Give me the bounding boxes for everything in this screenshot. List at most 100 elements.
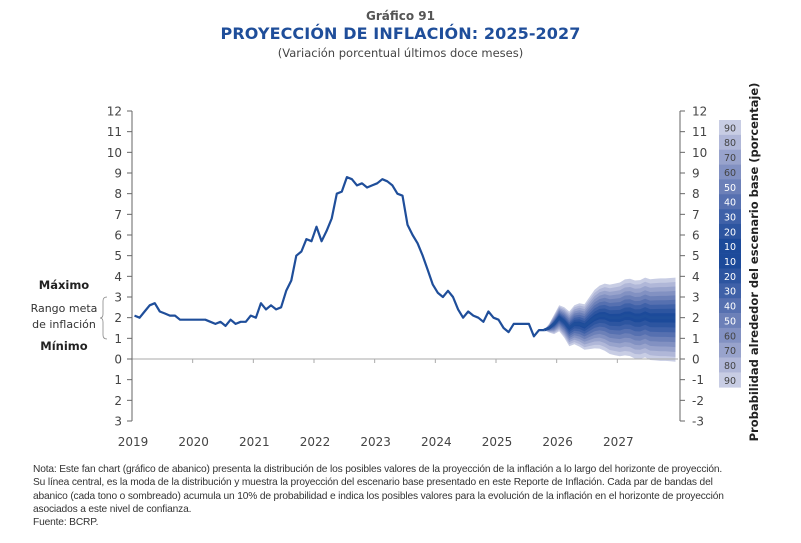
legend-swatch bbox=[719, 372, 741, 388]
footnote-line: asociados a este nivel de confianza. bbox=[33, 503, 192, 515]
series-line-observed bbox=[134, 176, 544, 338]
legend-label: 40 bbox=[724, 302, 736, 313]
range-label-line2: de inflación bbox=[32, 318, 96, 331]
right-y-tick-label: 8 bbox=[692, 187, 700, 201]
x-tick-label: 2027 bbox=[603, 435, 634, 449]
legend-label: 40 bbox=[724, 198, 736, 209]
x-axis-labels: 2019 2020 2021 2022 2023 2024 2025 2026 2027 bbox=[118, 435, 634, 449]
left-y-tick-label: 12 bbox=[107, 105, 122, 119]
right-y-tick-label: 11 bbox=[692, 125, 707, 139]
legend-label: 50 bbox=[724, 316, 736, 327]
left-y-tick-label: 9 bbox=[114, 167, 122, 181]
right-y-tick-label: 10 bbox=[692, 146, 707, 160]
footnote-line: abanico (cada tono o sombreado) acumula … bbox=[33, 490, 724, 502]
legend-label: 30 bbox=[724, 287, 736, 298]
footnote-line: Nota: Este fan chart (gráfico de abanico… bbox=[33, 464, 723, 475]
legend-label: 70 bbox=[724, 153, 736, 164]
right-y-tick-label: -2 bbox=[692, 394, 704, 408]
right-y-tick-label: 1 bbox=[692, 332, 700, 346]
right-y-tick-label: 6 bbox=[692, 229, 700, 243]
right-y-tick-label: 7 bbox=[692, 208, 700, 222]
legend-swatch bbox=[719, 209, 741, 225]
legend-label: 20 bbox=[724, 227, 736, 238]
right-axis-label: Probabilidad alrededor del escenario bas… bbox=[747, 83, 761, 442]
right-y-tick-label: 12 bbox=[692, 105, 707, 119]
right-y-tick-label: 3 bbox=[692, 291, 700, 305]
left-y-tick-label: 0 bbox=[114, 353, 122, 367]
legend-swatch bbox=[719, 149, 741, 165]
legend-swatch bbox=[719, 120, 741, 136]
legend-swatch bbox=[719, 342, 741, 358]
right-y-tick-label: 2 bbox=[692, 311, 700, 325]
left-y-tick-label: 4 bbox=[114, 270, 122, 284]
legend-swatch bbox=[719, 253, 741, 269]
footnote: Nota: Este fan chart (gráfico de abanico… bbox=[33, 463, 773, 529]
right-y-tick-label: 9 bbox=[692, 167, 700, 181]
x-tick-label: 2023 bbox=[360, 435, 391, 449]
series-line-projection bbox=[543, 314, 676, 332]
x-tick-label: 2019 bbox=[118, 435, 149, 449]
legend-swatch bbox=[719, 134, 741, 150]
legend-swatch bbox=[719, 223, 741, 240]
legend-label: 30 bbox=[724, 212, 736, 223]
range-label-line1: Rango meta bbox=[31, 302, 98, 315]
footnote-line: Su línea central, es la moda de la distr… bbox=[33, 477, 713, 489]
left-y-tick-label: 1 bbox=[114, 373, 122, 387]
min-label: Mínimo bbox=[40, 339, 87, 353]
legend-swatch bbox=[719, 313, 741, 329]
legend-swatch bbox=[719, 327, 741, 344]
right-y-tick-label: 4 bbox=[692, 270, 700, 284]
left-y-tick-label: 3 bbox=[114, 291, 122, 305]
chart-title: PROYECCIÓN DE INFLACIÓN: 2025-2027 bbox=[220, 24, 581, 43]
max-label: Máximo bbox=[39, 278, 90, 292]
left-y-tick-label: 6 bbox=[114, 229, 122, 243]
legend-swatch bbox=[719, 194, 741, 210]
left-y-tick-label: 5 bbox=[114, 249, 122, 263]
legend-label: 60 bbox=[724, 168, 736, 179]
fan-bands bbox=[544, 277, 676, 362]
left-y-tick-label: 7 bbox=[114, 208, 122, 222]
legend-label: 80 bbox=[724, 138, 736, 149]
x-tick-label: 2024 bbox=[421, 435, 452, 449]
footnote-source: Fuente: BCRP. bbox=[33, 517, 99, 529]
legend-label: 70 bbox=[724, 346, 736, 357]
target-range-annotation: Máximo Rango meta de inflación Mínimo bbox=[31, 278, 108, 353]
x-axis-ticks bbox=[192, 359, 618, 363]
left-y-tick-label: 1 bbox=[114, 332, 122, 346]
legend-label: 50 bbox=[724, 183, 736, 194]
legend-label: 10 bbox=[724, 257, 736, 268]
legend-label: 10 bbox=[724, 242, 736, 253]
legend-label: 80 bbox=[724, 361, 736, 372]
right-y-tick-label: 0 bbox=[692, 353, 700, 367]
legend-swatch bbox=[719, 298, 741, 314]
legend-label: 90 bbox=[724, 376, 736, 387]
x-tick-label: 2025 bbox=[482, 435, 513, 449]
left-y-tick-label: 2 bbox=[114, 311, 122, 325]
legend-label: 90 bbox=[724, 123, 736, 134]
legend-label: 60 bbox=[724, 331, 736, 342]
chart-subtitle: (Variación porcentual últimos doce meses… bbox=[277, 46, 524, 60]
right-y-tick-label: -3 bbox=[692, 415, 704, 429]
left-y-tick-label: 2 bbox=[114, 394, 122, 408]
legend-swatch bbox=[719, 268, 741, 284]
x-tick-label: 2020 bbox=[178, 435, 209, 449]
x-tick-label: 2026 bbox=[542, 435, 573, 449]
legend-swatch bbox=[719, 283, 741, 299]
right-y-tick-label: 5 bbox=[692, 249, 700, 263]
range-brace bbox=[99, 296, 108, 340]
x-tick-label: 2022 bbox=[300, 435, 331, 449]
right-y-tick-label: -1 bbox=[692, 373, 704, 387]
legend-swatch bbox=[719, 357, 741, 373]
legend-swatch bbox=[719, 179, 741, 195]
left-y-tick-label: 10 bbox=[107, 146, 122, 160]
legend-label: 20 bbox=[724, 272, 736, 283]
legend-swatch bbox=[719, 164, 741, 180]
left-y-tick-label: 11 bbox=[107, 125, 122, 139]
left-y-tick-label: 3 bbox=[114, 415, 122, 429]
x-tick-label: 2021 bbox=[239, 435, 270, 449]
legend-swatch bbox=[719, 238, 741, 254]
chart-kicker: Gráfico 91 bbox=[366, 9, 435, 23]
fan-legend: 90 80 70 60 50 40 30 20 10 10 20 30 40 50 60 70 80 90 bbox=[719, 120, 741, 388]
